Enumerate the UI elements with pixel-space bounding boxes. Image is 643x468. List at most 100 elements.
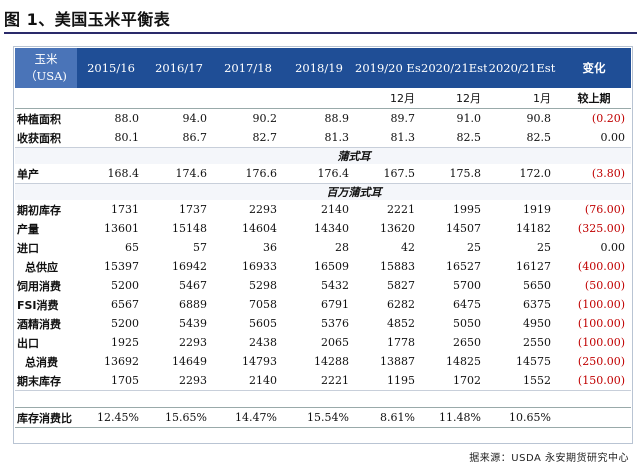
- row-label: 进口: [17, 241, 39, 255]
- value-cell: 2438: [249, 336, 277, 349]
- table-row: 饲用消费 5200 5467 5298 5432 5827 5700 5650 (50.00): [15, 276, 631, 295]
- unit-row: 蒲式耳: [15, 147, 631, 164]
- table-row: 库存消费比 12.45% 15.65% 14.47% 15.54% 8.61% 11.48%…: [15, 407, 631, 428]
- table-row: 期末库存 1705 2293 2140 2221 1195 1702 1552 (150.00): [15, 371, 631, 391]
- value-cell: 15.54%: [283, 407, 355, 428]
- month-cell: [77, 88, 145, 109]
- value-cell: 42: [401, 241, 415, 254]
- value-cell: 86.7: [145, 128, 213, 148]
- value-cell: 2550: [523, 336, 551, 349]
- figure-title: 图 1、美国玉米平衡表: [4, 10, 171, 29]
- value-cell: 4852: [387, 317, 415, 330]
- change-cell: (100.00): [577, 298, 625, 311]
- value-cell: 13620: [380, 222, 415, 235]
- value-cell: 57: [193, 241, 207, 254]
- col-header: 2020/21Est: [487, 48, 557, 88]
- value-cell: 2065: [321, 336, 349, 349]
- table-row: 进口 65 57 36 28 42 25 25 0.00: [15, 238, 631, 257]
- value-cell: 5298: [249, 279, 277, 292]
- value-cell: 16509: [314, 260, 349, 273]
- title-rule: [4, 32, 637, 34]
- change-cell: (76.00): [584, 203, 625, 216]
- change-cell: 0.00: [557, 128, 631, 148]
- row-label: 酒精消费: [17, 317, 61, 331]
- value-cell: 7058: [249, 298, 277, 311]
- value-cell: 1925: [111, 336, 139, 349]
- row-label: 期末库存: [15, 371, 77, 391]
- value-cell: 5467: [179, 279, 207, 292]
- source-note: 据来源：USDA 永安期货研究中心: [469, 453, 629, 464]
- change-cell: (250.00): [577, 355, 625, 368]
- month-cell: [145, 88, 213, 109]
- value-cell: 10.65%: [487, 407, 557, 428]
- table-row: 期初库存 1731 1737 2293 2140 2221 1995 1919 (76.00): [15, 200, 631, 219]
- col-header: 2015/16: [77, 48, 145, 88]
- value-cell: 90.8: [526, 112, 552, 125]
- value-cell: 12.45%: [77, 407, 145, 428]
- value-cell: 14.47%: [213, 407, 283, 428]
- value-cell: 5827: [387, 279, 415, 292]
- value-cell: 15.65%: [145, 407, 213, 428]
- value-cell: 14182: [516, 222, 551, 235]
- value-cell: 88.0: [114, 112, 140, 125]
- value-cell: 5200: [111, 279, 139, 292]
- table-row: 总供应 15397 16942 16933 16509 15883 16527 16127 (4…: [15, 257, 631, 276]
- value-cell: 15883: [380, 260, 415, 273]
- value-cell: 5439: [179, 317, 207, 330]
- corner-header: 玉米 （USA): [15, 48, 77, 88]
- value-cell: 6375: [523, 298, 551, 311]
- change-cell: (100.00): [577, 336, 625, 349]
- value-cell: 13887: [380, 355, 415, 368]
- header-row: 玉米 （USA) 2015/16 2016/17 2017/18 2018/19…: [15, 48, 631, 88]
- value-cell: 167.5: [355, 164, 421, 184]
- value-cell: 1778: [387, 336, 415, 349]
- value-cell: 82.5: [421, 128, 487, 148]
- change-cell: (100.00): [577, 317, 625, 330]
- value-cell: 5432: [321, 279, 349, 292]
- row-label: 饲用消费: [17, 279, 61, 293]
- subheader-row: 12月 12月 1月 较上期: [15, 88, 631, 109]
- subheader-blank: [15, 88, 77, 109]
- row-label: 总供应: [25, 260, 58, 274]
- value-cell: 5605: [249, 317, 277, 330]
- value-cell: 5650: [523, 279, 551, 292]
- value-cell: 89.7: [390, 112, 416, 125]
- value-cell: 16527: [446, 260, 481, 273]
- value-cell: 5376: [321, 317, 349, 330]
- value-cell: 2293: [145, 371, 213, 391]
- value-cell: 14507: [446, 222, 481, 235]
- value-cell: 1995: [453, 203, 481, 216]
- change-cell: (325.00): [577, 222, 625, 235]
- value-cell: 65: [125, 241, 139, 254]
- col-header: 2020/21Est: [421, 48, 487, 88]
- month-cell: 12月: [355, 88, 421, 109]
- change-cell: (3.80): [557, 164, 631, 184]
- value-cell: 88.9: [324, 112, 350, 125]
- value-cell: 14575: [516, 355, 551, 368]
- table-row: 酒精消费 5200 5439 5605 5376 4852 5050 4950 (100.00): [15, 314, 631, 333]
- change-cell: (400.00): [577, 260, 625, 273]
- table-row: 产量 13601 15148 14604 14340 13620 14507 14182 (32…: [15, 219, 631, 238]
- unit-label: 蒲式耳: [77, 147, 631, 164]
- col-header: 2018/19: [283, 48, 355, 88]
- table-row: 种植面积 88.0 94.0 90.2 88.9 89.7 91.0 90.8 (0.20): [15, 109, 631, 129]
- value-cell: 2650: [453, 336, 481, 349]
- table-row: 收获面积 80.1 86.7 82.7 81.3 81.3 82.5 82.5 0.00: [15, 128, 631, 148]
- value-cell: 176.4: [283, 164, 355, 184]
- row-label: FSI消费: [17, 298, 59, 312]
- value-cell: 172.0: [487, 164, 557, 184]
- spacer-cell: [15, 391, 631, 408]
- value-cell: 25: [467, 241, 481, 254]
- value-cell: 6889: [179, 298, 207, 311]
- table-row: 出口 1925 2293 2438 2065 1778 2650 2550 (100.00): [15, 333, 631, 352]
- value-cell: 14649: [172, 355, 207, 368]
- unit-row: 百万蒲式耳: [15, 183, 631, 200]
- col-header: 2017/18: [213, 48, 283, 88]
- value-cell: 6475: [453, 298, 481, 311]
- value-cell: 15148: [172, 222, 207, 235]
- value-cell: 1737: [179, 203, 207, 216]
- value-cell: 8.61%: [355, 407, 421, 428]
- month-cell: [283, 88, 355, 109]
- change-cell: 0.00: [600, 241, 626, 254]
- value-cell: 1705: [77, 371, 145, 391]
